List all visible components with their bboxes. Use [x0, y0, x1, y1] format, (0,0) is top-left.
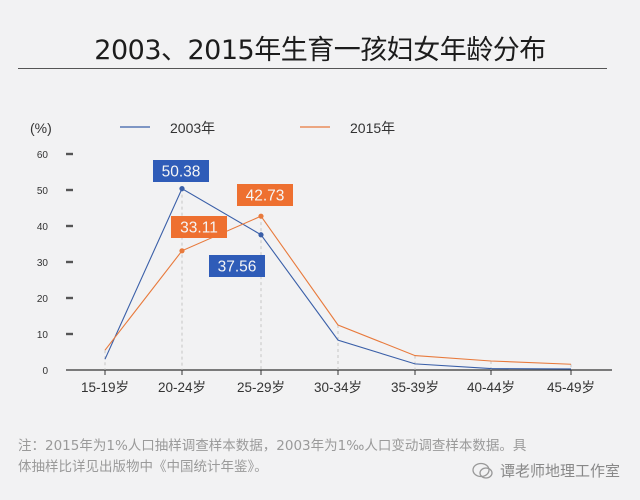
x-tick-label: 30-34岁	[314, 380, 362, 395]
x-tick-label: 40-44岁	[467, 380, 515, 395]
data-label-box	[153, 160, 209, 182]
data-label-value: 37.56	[218, 259, 257, 276]
watermark-text: 谭老师地理工作室	[499, 462, 620, 480]
footnote: 注：2015年为1%人口抽样调查样本数据，2003年为1‰人口变动调查样本数据。…	[18, 436, 628, 478]
y-tick-mark	[66, 260, 73, 264]
x-tick-label: 35-39岁	[391, 380, 439, 395]
data-label-value: 50.38	[162, 164, 201, 181]
legend-label-0: 2003年	[170, 120, 215, 136]
y-tick-label: 60	[37, 150, 49, 161]
data-label-value: 33.11	[180, 220, 218, 237]
legend-label-1: 2015年	[350, 120, 395, 136]
data-label-box	[171, 216, 227, 238]
chart-title: 2003、2015年生育一孩妇女年龄分布	[94, 35, 546, 66]
data-label-box	[209, 255, 265, 277]
y-tick-mark	[66, 188, 73, 192]
data-point	[179, 248, 185, 254]
footnote-line-2: 体抽样比详见出版物中《中国统计年鉴》。	[18, 459, 268, 475]
watermark: 谭老师地理工作室	[472, 460, 620, 481]
x-tick-label: 45-49岁	[547, 380, 595, 395]
wechat-icon	[472, 462, 493, 479]
data-point	[258, 213, 264, 219]
y-tick-label: 0	[42, 366, 48, 377]
y-tick-label: 50	[37, 186, 49, 197]
y-tick-mark	[66, 152, 73, 156]
data-label-value: 42.73	[246, 188, 285, 205]
line-chart: (%) 2003年 2015年 0 10 20 30 40 50 60 15-19岁 20-24岁 25…	[30, 120, 612, 395]
series-line-0	[104, 187, 572, 370]
y-tick-label: 10	[37, 330, 49, 341]
x-tick-label: 25-29岁	[237, 380, 285, 395]
series-line-1	[104, 215, 572, 365]
y-tick-mark	[66, 332, 73, 336]
y-tick-label: 40	[37, 222, 49, 233]
data-point	[258, 232, 264, 238]
y-unit-label: (%)	[30, 120, 52, 136]
y-tick-mark	[66, 296, 73, 300]
y-tick-label: 20	[37, 294, 49, 305]
footnote-line-1: 注：2015年为1%人口抽样调查样本数据，2003年为1‰人口变动调查样本数据。…	[18, 438, 527, 454]
title-divider	[18, 68, 607, 69]
data-point	[179, 186, 185, 192]
y-tick-mark	[66, 224, 73, 228]
data-label-box	[237, 184, 293, 206]
y-tick-label: 30	[37, 258, 49, 269]
x-tick-label: 15-19岁	[81, 380, 129, 395]
x-tick-label: 20-24岁	[158, 380, 206, 395]
